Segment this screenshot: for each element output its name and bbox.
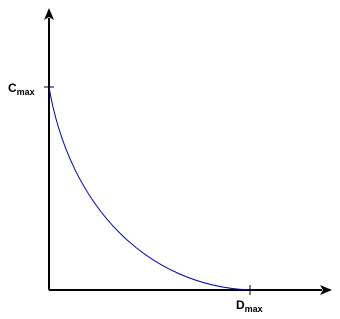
x-axis-arrow bbox=[320, 285, 332, 295]
y-axis-label: Cmax bbox=[8, 81, 35, 97]
y-label-main: C bbox=[8, 81, 17, 95]
x-label-sub: max bbox=[245, 304, 263, 314]
y-axis-arrow bbox=[44, 8, 54, 20]
x-label-main: D bbox=[236, 298, 245, 312]
y-label-sub: max bbox=[17, 87, 35, 97]
x-axis-label: Dmax bbox=[236, 298, 263, 314]
curve bbox=[48, 86, 251, 291]
